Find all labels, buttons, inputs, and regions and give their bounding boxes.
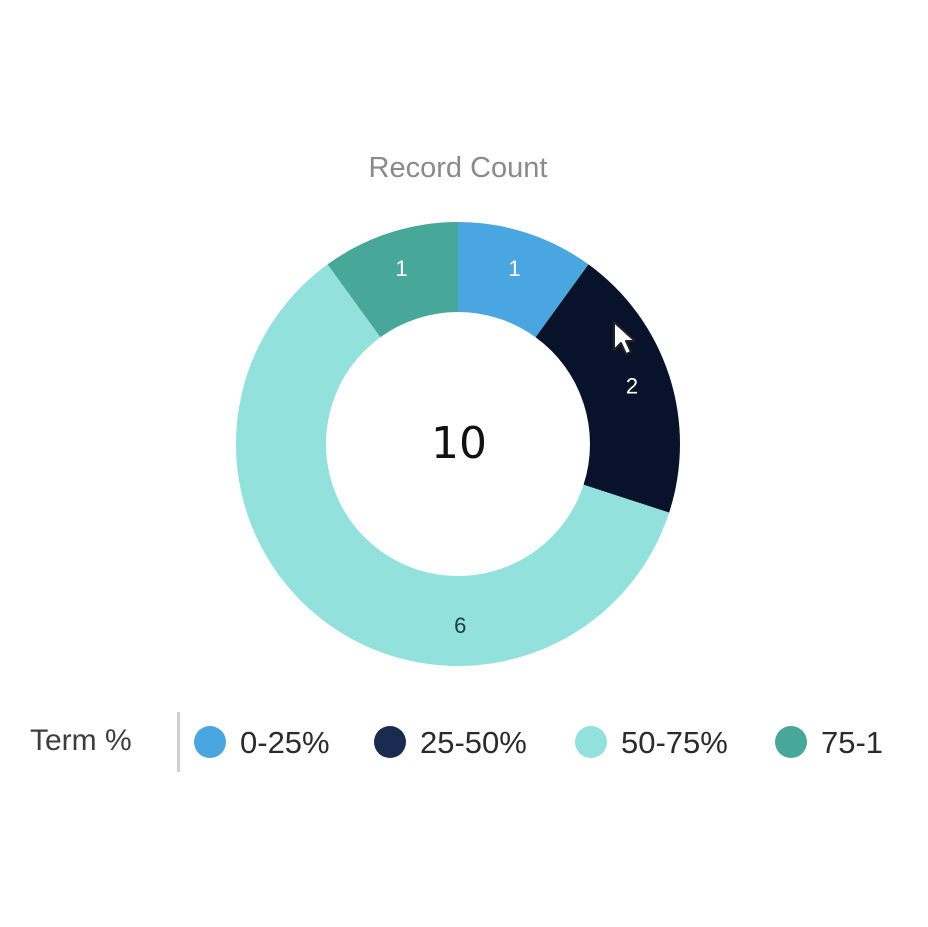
slice-value-label: 6 <box>454 613 466 638</box>
legend-swatch <box>575 726 607 758</box>
legend-label: 75-1 <box>821 725 884 760</box>
slice-value-label: 1 <box>508 256 520 281</box>
donut-slices <box>236 222 680 667</box>
donut-slice-0-25[interactable] <box>458 222 589 338</box>
legend-label: 50-75% <box>621 725 728 760</box>
legend-title: Term % <box>30 724 132 757</box>
legend-swatch <box>374 726 406 758</box>
donut-slice-75-100[interactable] <box>327 222 458 338</box>
donut-slice-50-75[interactable] <box>236 264 670 667</box>
center-total: 10 <box>431 418 487 469</box>
mouse-pointer-icon <box>613 321 636 355</box>
legend-swatch <box>194 726 226 758</box>
legend-label: 0-25% <box>240 725 330 760</box>
legend-divider <box>177 712 180 772</box>
slice-value-label: 2 <box>626 373 638 398</box>
donut-slice-25-50[interactable] <box>535 264 680 513</box>
chart-title: Record Count <box>368 152 548 184</box>
legend-swatch <box>775 726 807 758</box>
legend: Term % 0-25% 25-50% 50-75% 75-1 <box>30 712 888 772</box>
slice-value-label: 1 <box>395 256 407 281</box>
donut-slice-labels: 1 2 6 1 <box>395 256 638 638</box>
legend-label: 25-50% <box>420 725 527 760</box>
